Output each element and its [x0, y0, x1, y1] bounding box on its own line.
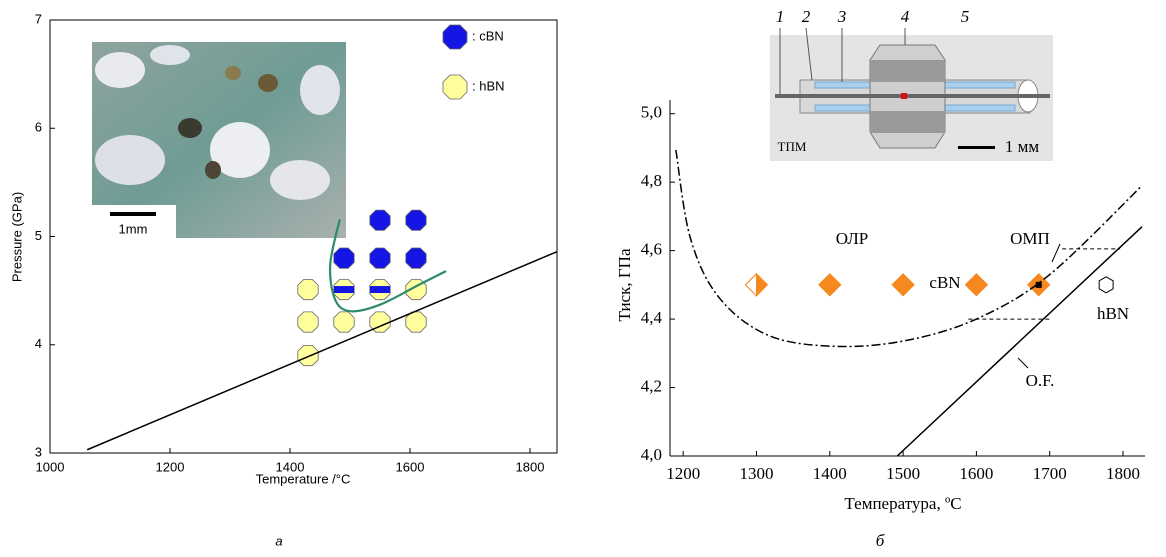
y-tick-label: 4,6 [641, 240, 662, 259]
scale-label: 1 мм [1005, 137, 1040, 156]
inset-label: ТПМ [778, 139, 807, 154]
y-axis-label: Pressure (GPa) [9, 192, 24, 282]
y-tick-label: 3 [35, 444, 42, 459]
y-tick-label: 4,0 [641, 445, 662, 464]
panel-a: 1mm Pressure (GPa) Temperature /°C a 100… [9, 11, 558, 548]
panel-b: 1 2 3 4 5 ТПМ 1 мм Тиск, ГПа Температура… [615, 7, 1145, 550]
point [369, 209, 391, 231]
y-tick-label: 5 [35, 228, 42, 243]
legend-label: : hBN [472, 78, 505, 93]
x-tick-label: 1400 [813, 464, 847, 483]
y-axis-label: Тиск, ГПа [615, 248, 634, 321]
point [891, 273, 915, 297]
x-tick-label: 1500 [886, 464, 920, 483]
series-label: O.F. [1026, 371, 1055, 390]
part-number: 5 [961, 7, 970, 26]
point [333, 311, 355, 333]
point [1098, 276, 1114, 294]
part-number: 3 [837, 7, 847, 26]
x-tick-label: 1300 [739, 464, 773, 483]
y-tick-label: 4 [35, 336, 42, 351]
point [297, 344, 319, 367]
y-tick-label: 7 [35, 11, 42, 26]
line [86, 250, 558, 451]
cell-inset: 1 2 3 4 5 ТПМ 1 мм [770, 7, 1053, 161]
point-stripe [334, 286, 354, 294]
legend-swatch [442, 74, 468, 100]
part-number: 1 [776, 7, 785, 26]
photo-inset: 1mm [92, 42, 346, 238]
x-tick-label: 1700 [1033, 464, 1067, 483]
leader [1051, 243, 1061, 263]
scale-label: 1mm [119, 221, 148, 236]
point [369, 311, 391, 333]
point [297, 311, 319, 333]
point [405, 311, 427, 333]
x-tick-label: 1600 [396, 459, 425, 474]
point [405, 209, 427, 231]
x-tick-label: 1200 [156, 459, 185, 474]
x-tick-label: 1800 [1106, 464, 1140, 483]
legend-swatch [442, 24, 468, 50]
series-label: cBN [929, 273, 960, 292]
y-tick-label: 6 [35, 120, 42, 135]
x-axis-label: Temperature /°C [256, 471, 351, 486]
x-tick-label: 1400 [276, 459, 305, 474]
y-tick-label: 4,4 [641, 308, 663, 327]
point [333, 247, 355, 269]
point [297, 278, 319, 301]
x-axis-label: Температура, ºС [844, 494, 961, 513]
point [369, 247, 391, 269]
part-number: 4 [901, 7, 910, 26]
point [405, 247, 427, 269]
annotation: ОЛР [836, 229, 868, 248]
x-tick-label: 1800 [516, 459, 545, 474]
caption: a [275, 533, 282, 548]
part-number: 2 [802, 7, 811, 26]
y-tick-label: 4,8 [641, 171, 662, 190]
y-tick-label: 4,2 [641, 376, 662, 395]
point-open-half [744, 272, 757, 298]
caption: б [876, 531, 885, 550]
point-dot [1035, 281, 1042, 288]
y-tick-label: 5,0 [641, 103, 662, 122]
annotation: ОМП [1010, 229, 1050, 248]
leader [1017, 357, 1029, 369]
point [964, 273, 989, 297]
line [328, 218, 447, 313]
series-label: hBN [1097, 304, 1129, 323]
x-tick-label: 1200 [666, 464, 700, 483]
point-stripe [370, 286, 390, 294]
point [818, 273, 842, 297]
x-tick-label: 1000 [36, 459, 65, 474]
line [675, 149, 1143, 348]
x-tick-label: 1600 [959, 464, 993, 483]
line [896, 226, 1143, 457]
legend-label: : cBN [472, 28, 504, 43]
